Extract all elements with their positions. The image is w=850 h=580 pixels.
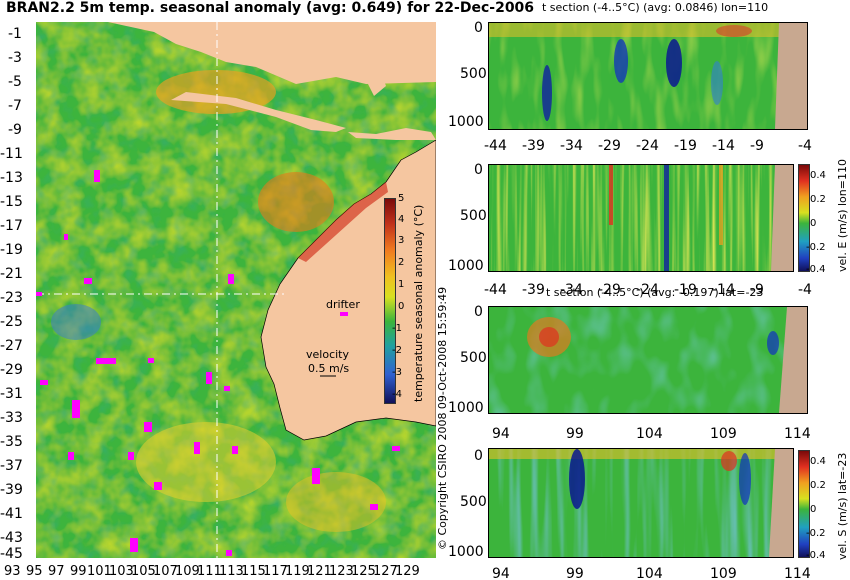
panel4-section xyxy=(488,448,794,558)
land-java xyxy=(171,92,346,132)
panel3-section xyxy=(488,306,808,414)
panel1-y-axis: 0 500 1000 xyxy=(448,20,487,130)
panel3-title: t section (-4..5°C) (avg: -0.197) lat=-2… xyxy=(546,286,764,299)
land-asia xyxy=(108,22,436,84)
map-colorbar xyxy=(384,198,396,404)
map-colorbar-ticks: 5 4 3 2 1 0 -1 -2 -3 -4 xyxy=(392,193,405,400)
map-colorbar-label: temperature seasonal anomaly (°C) xyxy=(412,204,425,402)
panel4-x-axis: 94 99 104 109 114 xyxy=(492,566,811,580)
legend-velocity-label: velocity xyxy=(306,348,349,361)
panel3-x-axis: 94 99 104 109 114 xyxy=(492,426,811,442)
panel4-y-axis: 0 500 1000 xyxy=(448,448,487,560)
legend-velocity-value: 0.5 m/s xyxy=(308,362,349,375)
panel2-colorbar xyxy=(798,164,810,272)
anomaly-map: drifter velocity 0.5 m/s xyxy=(36,22,437,558)
panel2-y-axis: 0 500 1000 xyxy=(448,162,487,274)
panel4-colorbar-ticks: 0.4 0.2 0 -0.2 -0.4 xyxy=(806,456,826,561)
main-title: BRAN2.2 5m temp. seasonal anomaly (avg: … xyxy=(6,0,535,16)
panel2-section xyxy=(488,164,794,272)
panel1-title: t section (-4..5°C) (avg: 0.0846) lon=11… xyxy=(542,1,769,14)
panel2-colorbar-label: vel. E (m/s) lon=110 xyxy=(836,159,849,272)
drifter-markers xyxy=(36,170,400,556)
map-y-axis: -1 -3 -5 -7 -9 -11 -13 -15 -17 -19 -21 -… xyxy=(0,26,23,562)
panel3-y-axis: 0 500 1000 xyxy=(448,304,487,416)
panel1-x-axis: -44 -39 -34 -29 -24 -19 -14 -9 -4 xyxy=(484,138,812,154)
panel2-x-axis: -44 -39 -34 -29 -24 -19 -14 -9 -4 xyxy=(484,282,812,298)
panel4-colorbar-label: vel. S (m/s) lat=-23 xyxy=(836,452,849,560)
legend-drifter-label: drifter xyxy=(326,298,360,311)
panel2-colorbar-ticks: 0.4 0.2 0 -0.2 -0.4 xyxy=(806,170,826,275)
map-canvas: drifter velocity 0.5 m/s xyxy=(36,22,437,558)
map-x-axis: 93 95 97 99 101 103 105 107 109 111 113 … xyxy=(4,564,420,579)
panel1-section xyxy=(488,22,808,130)
panel4-colorbar xyxy=(798,450,810,558)
